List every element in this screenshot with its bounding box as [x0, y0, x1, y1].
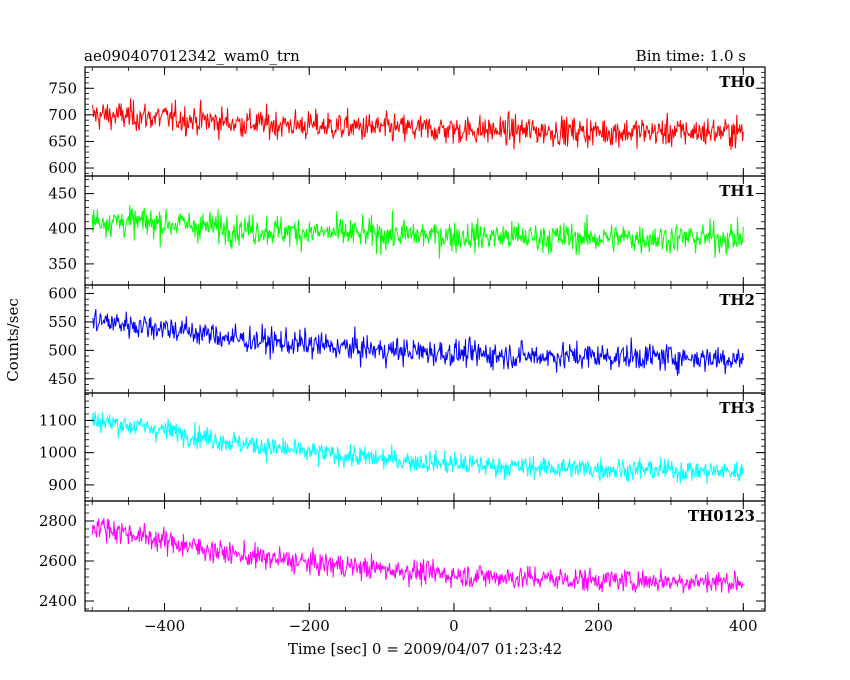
chart-title-left: ae090407012342_wam0_trn: [84, 47, 300, 65]
y-tick-label: 2600: [39, 552, 77, 570]
panel-label: TH3: [719, 399, 755, 417]
panel-th3: 900 1000 1100 TH3: [39, 392, 766, 502]
panel-frame: [84, 284, 766, 394]
y-tick-label: 2800: [39, 512, 77, 530]
y-tick-label: 650: [48, 132, 77, 150]
y-tick-label: 500: [48, 341, 77, 359]
y-tick-label: 400: [48, 220, 77, 238]
y-axis-label: Counts/sec: [4, 298, 22, 382]
panel-th0: 600 650 700 750 TH0: [48, 66, 766, 177]
panel-frame: [84, 392, 766, 502]
y-tick-label: 450: [48, 185, 77, 203]
panel-th1: 350 400 450 TH1: [48, 175, 766, 286]
panels-group: 600 650 700 750 TH0 350 400 450 TH1 450 500 550 600 T…: [39, 66, 766, 635]
y-tick-label: 350: [48, 255, 77, 273]
y-tick-label: 700: [48, 106, 77, 124]
series-line-th3: [91, 411, 744, 484]
x-axis-label: Time [sec] 0 = 2009/04/07 01:23:42: [288, 640, 562, 658]
y-tick-label: 2400: [39, 592, 77, 610]
panel-label: TH2: [719, 291, 755, 309]
series-line-th0: [91, 98, 744, 150]
x-tick-label: −200: [289, 617, 330, 635]
x-tick-label: 200: [584, 617, 613, 635]
y-tick-label: 450: [48, 370, 77, 388]
panel-label: TH0: [719, 73, 755, 91]
x-tick-label: 400: [729, 617, 758, 635]
y-tick-label: 600: [48, 159, 77, 177]
x-tick-label: −400: [144, 617, 185, 635]
series-line-th1: [91, 205, 744, 259]
panel-label: TH1: [719, 182, 755, 200]
y-tick-label: 750: [48, 79, 77, 97]
y-tick-label: 1100: [39, 411, 77, 429]
chart-title-right: Bin time: 1.0 s: [636, 47, 746, 65]
y-tick-label: 600: [48, 285, 77, 303]
series-line-th0123: [91, 517, 744, 594]
panel-frame: [84, 500, 766, 612]
x-tick-label: 0: [449, 617, 459, 635]
series-line-th2: [92, 308, 744, 376]
panel-th2: 450 500 550 600 TH2: [48, 284, 766, 394]
panel-th0123: 2400 2600 2800 TH0123: [39, 500, 766, 612]
y-tick-label: 900: [48, 476, 77, 494]
y-tick-label: 550: [48, 313, 77, 331]
y-tick-label: 1000: [39, 444, 77, 462]
panel-label: TH0123: [688, 507, 755, 525]
